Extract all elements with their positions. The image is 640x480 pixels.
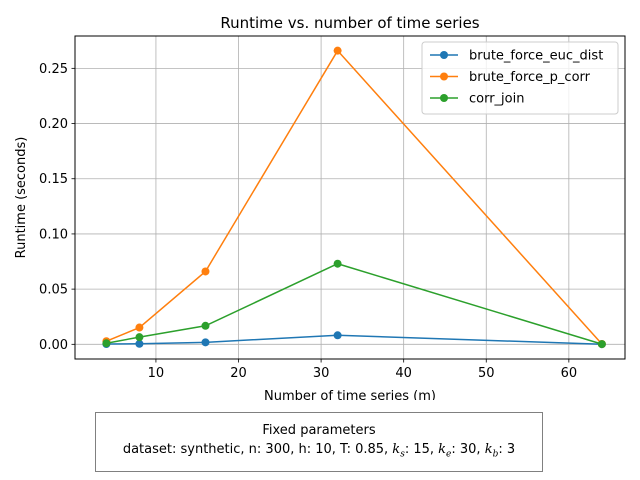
fixed-parameters-text: dataset: synthetic, n: 300, h: 10, T: 0.… [96, 442, 542, 460]
data-point [201, 267, 210, 276]
ks-symbol: k [392, 442, 401, 457]
data-point [102, 339, 111, 348]
x-tick-label: 20 [230, 366, 247, 381]
kb-subscript: b [492, 449, 499, 460]
y-tick-label: 0.20 [39, 117, 68, 132]
data-point [135, 339, 144, 348]
x-tick-label: 50 [478, 366, 495, 381]
legend-label: brute_force_euc_dist [469, 49, 603, 64]
data-point [333, 46, 342, 55]
series-corr_join [102, 259, 606, 349]
chart-title: Runtime vs. number of time series [220, 14, 479, 32]
legend-swatch-marker [440, 72, 448, 81]
data-point [201, 321, 210, 330]
x-tick-label: 10 [148, 366, 165, 381]
legend-label: corr_join [469, 92, 524, 107]
ke-symbol: k [438, 442, 447, 457]
y-tick-label: 0.15 [39, 172, 68, 187]
x-axis-label: Number of time series (m) [264, 389, 436, 400]
data-point [333, 259, 342, 268]
legend-box [421, 41, 619, 115]
legend-swatch-marker [440, 94, 448, 102]
y-tick-label: 0.05 [39, 283, 68, 298]
params-prefix: dataset: synthetic, n: 300, h: 10, T: 0.… [122, 442, 393, 457]
ks-subscript: s [400, 449, 405, 460]
series-line [106, 334, 602, 345]
fixed-parameters-title: Fixed parameters [262, 423, 376, 438]
y-tick-label: 0.00 [39, 338, 68, 353]
ke-value: : 30, [451, 442, 485, 457]
x-tick-label: 40 [395, 366, 412, 381]
data-point [333, 331, 342, 340]
series-line [106, 262, 603, 345]
kb-value: : 3 [498, 442, 516, 457]
y-axis-ticks: 0.00 0.05 0.10 0.15 0.20 0.25 [39, 62, 75, 353]
runtime-chart: Runtime vs. number of time series 10 20 30… [14, 14, 626, 400]
y-axis-label: Runtime (seconds) [14, 137, 29, 259]
fixed-parameters-box: Fixed parameters dataset: synthetic, n: … [95, 412, 543, 472]
data-point [597, 340, 606, 349]
y-tick-label: 0.10 [39, 227, 68, 242]
legend-swatch-marker [440, 51, 448, 59]
y-tick-label: 0.25 [39, 62, 68, 77]
data-point [135, 333, 144, 342]
x-tick-label: 60 [561, 366, 578, 381]
series-layer [102, 46, 606, 349]
plot-frame [74, 35, 626, 360]
ks-value: : 15, [404, 442, 439, 457]
legend-label: brute_force_p_corr [469, 70, 591, 85]
ke-subscript: e [446, 449, 452, 460]
series-brute_force_euc_dist [102, 331, 606, 349]
x-tick-label: 30 [313, 366, 330, 381]
legend: brute_force_euc_dist brute_force_p_corrco… [421, 41, 619, 115]
data-point [201, 338, 210, 347]
kb-symbol: k [484, 442, 493, 457]
x-axis-ticks: 10 20 30 40 50 60 [148, 359, 577, 381]
data-point [135, 323, 144, 332]
